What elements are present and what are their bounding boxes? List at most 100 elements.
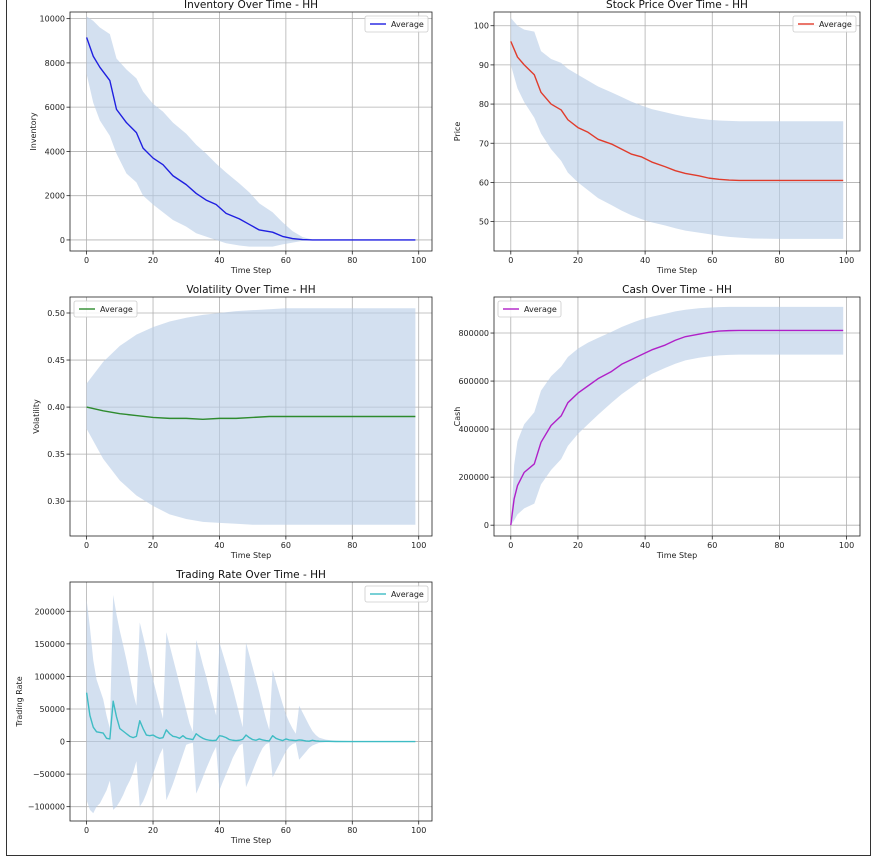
chart-0-xtick-label: 60 [281, 256, 291, 265]
chart-4: Trading Rate Over Time - HH 0 20 40 60 80 100 −… [15, 569, 433, 845]
chart-1-xtick-label: 20 [573, 256, 583, 265]
chart-2-legend-label: Average [100, 305, 133, 314]
chart-0-xtick-label: 80 [347, 256, 357, 265]
chart-1-axes-frame [493, 11, 861, 252]
chart-2-ytick-label: 0.40 [47, 403, 65, 412]
chart-2-xlabel: Time Step [230, 551, 271, 560]
chart-1-ytick-label: 50 [479, 218, 489, 227]
chart-3: Cash Over Time - HH 0 20 40 60 80 100 0 200000 40… [453, 284, 861, 560]
chart-3-xtick-label: 40 [640, 541, 650, 550]
chart-2-ylabel: Volatility [32, 399, 41, 434]
chart-0-legend-label: Average [391, 20, 424, 29]
chart-0-ytick-label: 10000 [40, 15, 65, 24]
chart-4-xtick-label: 40 [214, 826, 224, 835]
chart-3-ytick-label: 800000 [458, 329, 489, 338]
chart-4-ytick-label: 50000 [40, 705, 65, 714]
chart-3-ytick-label: 600000 [458, 377, 489, 386]
chart-3-xtick-label: 80 [774, 541, 784, 550]
chart-3-series-0 [510, 306, 844, 526]
chart-2-ytick-label: 0.50 [47, 309, 65, 318]
chart-0-xtick-label: 100 [411, 256, 426, 265]
chart-1-ylabel: Price [453, 122, 462, 142]
chart-2-xtick-label: 0 [84, 541, 89, 550]
chart-2-ytick-label: 0.30 [47, 497, 65, 506]
chart-0-ylabel: Inventory [29, 112, 38, 150]
chart-1-legend-label: Average [819, 20, 852, 29]
chart-4-band [86, 595, 416, 814]
chart-0-title: Inventory Over Time - HH [184, 0, 318, 11]
chart-1-series-0 [510, 17, 844, 239]
chart-2: Volatility Over Time - HH 0 20 40 60 80 100 0.3… [32, 284, 433, 560]
chart-0: Inventory Over Time - HH 0 20 40 60 80 100 0 200… [29, 0, 433, 275]
chart-0-legend-box [364, 15, 429, 33]
chart-2-title: Volatility Over Time - HH [186, 284, 315, 296]
chart-3-xtick-label: 20 [573, 541, 583, 550]
chart-4-legend-label: Average [391, 590, 424, 599]
chart-1-xtick-label: 100 [839, 256, 854, 265]
chart-3-title: Cash Over Time - HH [622, 284, 732, 296]
chart-4-average-line [85, 692, 416, 743]
chart-2-band [86, 308, 416, 525]
figure-frame [6, 0, 871, 856]
chart-0-xtick-label: 40 [214, 256, 224, 265]
chart-3-axes-frame [493, 296, 861, 537]
chart-4-legend-box [364, 585, 429, 603]
chart-2-xtick-label: 40 [214, 541, 224, 550]
chart-2-xtick-label: 100 [411, 541, 426, 550]
chart-2-legend-box [73, 300, 138, 318]
chart-3-legend-box [497, 300, 562, 318]
chart-4-ytick-label: 150000 [34, 640, 65, 649]
chart-1-title: Stock Price Over Time - HH [606, 0, 748, 11]
chart-2-ytick-label: 0.35 [47, 450, 65, 459]
chart-3-xtick-label: 100 [839, 541, 854, 550]
chart-3-xtick-label: 60 [707, 541, 717, 550]
chart-1-ytick-label: 90 [479, 61, 489, 70]
chart-1-xtick-label: 60 [707, 256, 717, 265]
chart-1-legend: Average [792, 15, 857, 33]
chart-4-legend: Average [364, 585, 429, 603]
chart-0-ytick-label: 8000 [45, 59, 65, 68]
chart-4-ytick-label: 0 [60, 738, 65, 747]
chart-3-average-line [510, 329, 844, 526]
chart-0-axes-frame [69, 11, 433, 252]
chart-2-xtick-label: 80 [347, 541, 357, 550]
chart-0-band [86, 16, 416, 247]
chart-1-ytick-label: 70 [479, 139, 489, 148]
chart-3-band [510, 306, 844, 526]
chart-2-series-0 [86, 308, 416, 525]
chart-4-xtick-label: 80 [347, 826, 357, 835]
chart-3-ytick-label: 200000 [458, 473, 489, 482]
chart-3-legend: Average [497, 300, 562, 318]
chart-4-title: Trading Rate Over Time - HH [175, 569, 326, 581]
chart-0-ytick-label: 2000 [45, 192, 65, 201]
chart-0-xtick-label: 20 [148, 256, 158, 265]
chart-0-legend: Average [364, 15, 429, 33]
chart-1-ytick-label: 80 [479, 100, 489, 109]
chart-1-legend-box [792, 15, 857, 33]
chart-0-ytick-label: 4000 [45, 147, 65, 156]
chart-1-xtick-label: 80 [774, 256, 784, 265]
chart-4-series-0 [85, 595, 416, 814]
chart-1-xtick-label: 0 [508, 256, 513, 265]
chart-1: Stock Price Over Time - HH 0 20 40 60 80 100 50… [453, 0, 861, 275]
chart-3-ylabel: Cash [453, 407, 462, 427]
chart-3-xtick-label: 0 [508, 541, 513, 550]
chart-4-ytick-label: −100000 [28, 803, 65, 812]
chart-2-xtick-label: 20 [148, 541, 158, 550]
chart-4-axes-frame [69, 581, 433, 822]
chart-3-ytick-label: 400000 [458, 425, 489, 434]
chart-2-average-line [86, 406, 416, 421]
chart-1-ytick-label: 100 [474, 22, 489, 31]
chart-0-average-line [85, 37, 416, 241]
chart-4-ylabel: Trading Rate [15, 676, 24, 727]
chart-4-xtick-label: 100 [411, 826, 426, 835]
chart-4-xlabel: Time Step [230, 836, 271, 845]
chart-1-xlabel: Time Step [656, 266, 697, 275]
chart-0-xlabel: Time Step [230, 266, 271, 275]
chart-0-series-0 [85, 16, 416, 247]
chart-2-axes-frame [69, 296, 433, 537]
chart-3-ytick-label: 0 [484, 521, 489, 530]
chart-4-xtick-label: 0 [84, 826, 89, 835]
chart-0-ytick-label: 6000 [45, 103, 65, 112]
